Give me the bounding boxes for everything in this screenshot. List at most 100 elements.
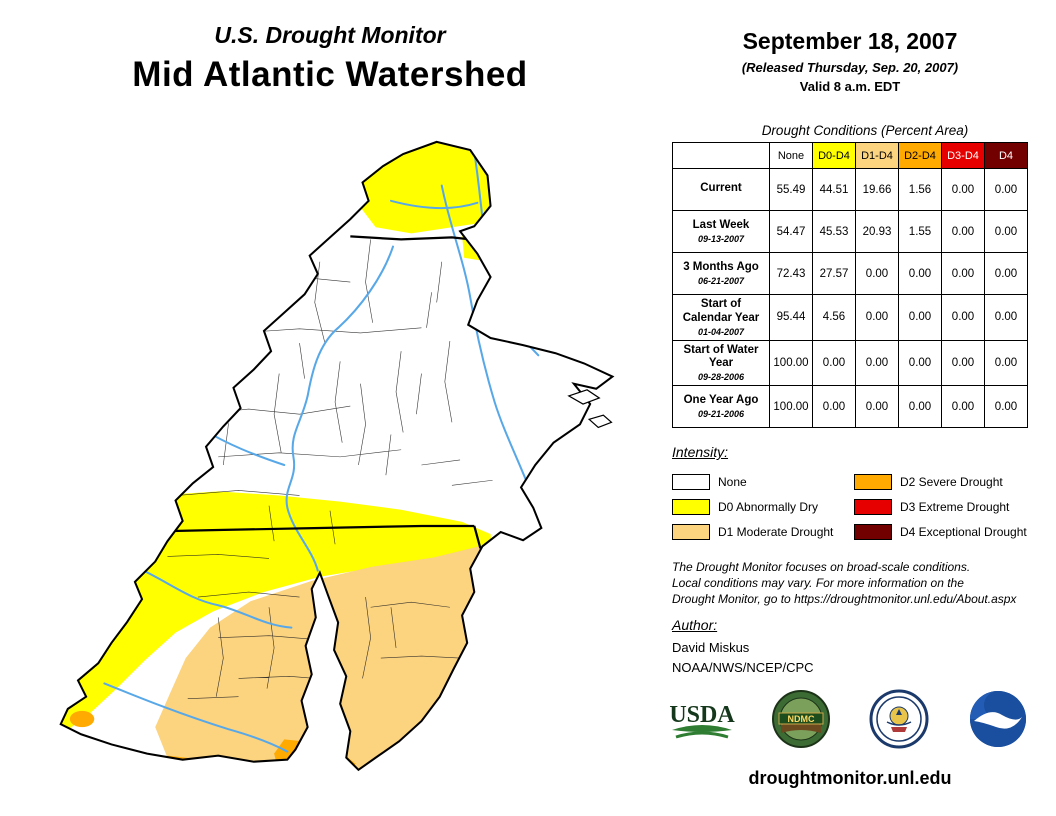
d2-swatch-icon xyxy=(854,473,892,490)
agency-logos: USDA NDMC xyxy=(666,688,1034,750)
intensity-legend: Intensity: None D0 Abnormally Dry D1 Mod… xyxy=(672,444,1036,544)
value-cell: 20.93 xyxy=(855,210,899,253)
value-cell: 0.00 xyxy=(855,339,899,387)
author-title: Author: xyxy=(672,617,718,633)
value-cell: 0.00 xyxy=(855,294,899,341)
row-label: Start of Calendar Year 01-04-2007 xyxy=(672,294,770,341)
footer-url: droughtmonitor.unl.edu xyxy=(748,768,952,788)
ndmc-logo: NDMC xyxy=(765,688,837,750)
value-cell: 0.00 xyxy=(984,339,1028,387)
value-cell: 0.00 xyxy=(812,339,856,387)
usda-text: USDA xyxy=(669,702,735,728)
value-cell: 1.56 xyxy=(898,168,942,211)
legend-item-d2: D2 Severe Drought xyxy=(854,473,1036,490)
value-cell: 19.66 xyxy=(855,168,899,211)
author-name: David Miskus xyxy=(672,640,750,655)
value-cell: 0.00 xyxy=(941,252,985,295)
column-header-d3d4: D3-D4 xyxy=(941,142,985,169)
d4-swatch-icon xyxy=(854,523,892,540)
noaa-logo xyxy=(962,688,1034,750)
value-cell: 0.00 xyxy=(984,210,1028,253)
table-title: Drought Conditions (Percent Area) xyxy=(761,123,969,138)
ndmc-text: NDMC xyxy=(787,714,814,724)
report-date: September 18, 2007 xyxy=(742,28,958,54)
value-cell: 0.00 xyxy=(941,168,985,211)
valid-time: Valid 8 a.m. EDT xyxy=(799,79,901,94)
susquehanna-river xyxy=(285,245,395,572)
column-header-none: None xyxy=(769,142,813,169)
legend-title: Intensity: xyxy=(672,444,729,460)
value-cell: 0.00 xyxy=(984,168,1028,211)
row-label: One Year Ago 09-21-2006 xyxy=(672,385,770,429)
d0-swatch-icon xyxy=(672,498,710,515)
value-cell: 0.00 xyxy=(941,385,985,429)
author-block: Author: David Miskus NOAA/NWS/NCEP/CPC xyxy=(672,617,814,675)
date-block: September 18, 2007 (Released Thursday, S… xyxy=(690,28,1010,94)
value-cell: 44.51 xyxy=(812,168,856,211)
page-title: Mid Atlantic Watershed xyxy=(132,55,528,94)
author-org: NOAA/NWS/NCEP/CPC xyxy=(672,660,814,675)
legend-grid: None D0 Abnormally Dry D1 Moderate Droug… xyxy=(672,469,1036,544)
watershed-map-svg xyxy=(59,140,614,771)
delaware-river xyxy=(440,184,537,505)
column-header-d2d4: D2-D4 xyxy=(898,142,942,169)
watershed-base xyxy=(60,141,613,770)
released-date: (Released Thursday, Sep. 20, 2007) xyxy=(741,60,959,75)
value-cell: 72.43 xyxy=(769,252,813,295)
drought-conditions-table: None D0-D4 D1-D4 D2-D4 D3-D4 D4 Current … xyxy=(672,142,1028,429)
legend-item-d0: D0 Abnormally Dry xyxy=(672,498,854,515)
value-cell: 1.55 xyxy=(898,210,942,253)
row-label: Current xyxy=(672,168,770,211)
value-cell: 27.57 xyxy=(812,252,856,295)
table-row-one-year-ago: One Year Ago 09-21-2006 100.00 0.00 0.00… xyxy=(672,385,1028,429)
table-row-3-months-ago: 3 Months Ago 06-21-2007 72.43 27.57 0.00… xyxy=(672,252,1028,295)
value-cell: 55.49 xyxy=(769,168,813,211)
mohawk-river xyxy=(389,199,479,209)
d3-swatch-icon xyxy=(854,498,892,515)
legend-item-d1: D1 Moderate Drought xyxy=(672,523,854,540)
column-header-d1d4: D1-D4 xyxy=(855,142,899,169)
table-corner-cell xyxy=(672,142,770,169)
table-row-current: Current 55.49 44.51 19.66 1.56 0.00 0.00 xyxy=(672,168,1028,211)
value-cell: 45.53 xyxy=(812,210,856,253)
state-borders xyxy=(105,235,491,558)
value-cell: 4.56 xyxy=(812,294,856,341)
value-cell: 0.00 xyxy=(984,294,1028,341)
table-row-start-calendar-year: Start of Calendar Year 01-04-2007 95.44 … xyxy=(672,294,1028,341)
value-cell: 0.00 xyxy=(898,385,942,429)
value-cell: 0.00 xyxy=(984,252,1028,295)
value-cell: 54.47 xyxy=(769,210,813,253)
row-label: Last Week 09-13-2007 xyxy=(672,210,770,253)
column-header-d4: D4 xyxy=(984,142,1028,169)
value-cell: 0.00 xyxy=(898,294,942,341)
commerce-seal-logo xyxy=(863,688,935,750)
value-cell: 0.00 xyxy=(855,385,899,429)
value-cell: 0.00 xyxy=(941,294,985,341)
value-cell: 0.00 xyxy=(812,385,856,429)
james-river xyxy=(103,682,289,753)
value-cell: 0.00 xyxy=(941,339,985,387)
value-cell: 0.00 xyxy=(898,339,942,387)
row-label: 3 Months Ago 06-21-2007 xyxy=(672,252,770,295)
value-cell: 100.00 xyxy=(769,339,813,387)
table-row-last-week: Last Week 09-13-2007 54.47 45.53 20.93 1… xyxy=(672,210,1028,253)
value-cell: 0.00 xyxy=(898,252,942,295)
d1-swatch-icon xyxy=(672,523,710,540)
value-cell: 0.00 xyxy=(855,252,899,295)
coastal-islands xyxy=(567,389,613,429)
value-cell: 0.00 xyxy=(941,210,985,253)
d2-region-bottom-blob xyxy=(274,739,356,770)
table-row-start-water-year: Start of Water Year 09-28-2006 100.00 0.… xyxy=(672,339,1028,387)
disclaimer-text: The Drought Monitor focuses on broad-sca… xyxy=(672,560,1017,606)
legend-item-d3: D3 Extreme Drought xyxy=(854,498,1036,515)
usda-logo: USDA xyxy=(666,688,738,750)
row-label: Start of Water Year 09-28-2006 xyxy=(672,339,770,387)
none-swatch-icon xyxy=(672,473,710,490)
potomac-river xyxy=(133,565,293,629)
legend-item-none: None xyxy=(672,473,854,490)
legend-item-d4: D4 Exceptional Drought xyxy=(854,523,1036,540)
column-header-d0d4: D0-D4 xyxy=(812,142,856,169)
value-cell: 95.44 xyxy=(769,294,813,341)
table-header-row: None D0-D4 D1-D4 D2-D4 D3-D4 D4 xyxy=(672,142,1028,169)
report-supertitle: U.S. Drought Monitor xyxy=(214,22,446,48)
